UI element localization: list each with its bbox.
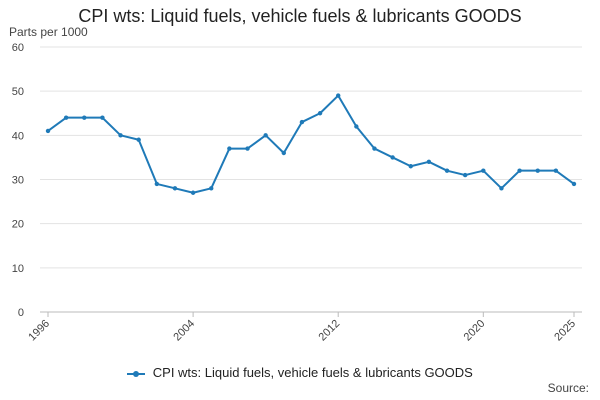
series-line xyxy=(47,94,575,194)
x-tick-label: 2020 xyxy=(462,318,488,344)
legend[interactable]: CPI wts: Liquid fuels, vehicle fuels & l… xyxy=(0,365,600,380)
data-point xyxy=(571,181,577,187)
y-tick-label: 60 xyxy=(12,42,24,54)
data-point xyxy=(372,146,377,151)
grid-lines xyxy=(40,46,582,269)
data-point xyxy=(63,115,69,120)
data-point xyxy=(172,186,178,191)
legend-series-label: CPI wts: Liquid fuels, vehicle fuels & l… xyxy=(152,365,473,380)
data-point xyxy=(408,164,413,169)
data-point xyxy=(245,146,250,151)
data-point xyxy=(118,133,123,138)
x-tick-label: 2025 xyxy=(552,318,578,344)
data-point xyxy=(299,119,305,125)
y-tick-label: 50 xyxy=(12,86,24,98)
data-point xyxy=(82,115,87,120)
data-point xyxy=(317,111,323,116)
data-point xyxy=(444,168,450,173)
data-point xyxy=(553,168,559,173)
series-layer xyxy=(45,93,577,195)
x-tick-label: 2004 xyxy=(171,318,197,344)
data-point xyxy=(136,137,141,142)
data-point xyxy=(154,181,160,187)
legend-line-marker-icon xyxy=(127,369,146,379)
data-point xyxy=(227,146,232,151)
chart-title: CPI wts: Liquid fuels, vehicle fuels & l… xyxy=(78,6,522,26)
data-point xyxy=(390,155,395,160)
data-point xyxy=(263,133,268,138)
data-point xyxy=(481,168,486,173)
data-point xyxy=(426,159,432,165)
data-point xyxy=(462,172,468,178)
source-label[interactable]: Source: xyxy=(547,381,589,395)
x-tick-label: 1996 xyxy=(26,318,52,344)
data-point xyxy=(209,186,214,191)
data-point xyxy=(354,124,359,129)
y-tick-label: 0 xyxy=(18,307,24,319)
x-tick-label: 2012 xyxy=(317,318,343,344)
y-tick-label: 30 xyxy=(12,175,24,187)
x-tick-labels: 1996 2004 2012 2020 2025 xyxy=(26,312,578,343)
y-tick-labels: 0 10 20 30 40 50 60 xyxy=(12,42,24,319)
data-point xyxy=(499,186,504,191)
y-tick-label: 40 xyxy=(12,130,24,142)
y-tick-label: 20 xyxy=(12,219,24,231)
y-axis-label: Parts per 1000 xyxy=(9,25,88,39)
data-point xyxy=(517,168,522,173)
data-point xyxy=(336,93,341,98)
y-tick-label: 10 xyxy=(12,263,24,275)
data-point xyxy=(281,150,286,156)
data-point xyxy=(45,128,51,134)
data-point xyxy=(190,190,196,195)
data-point xyxy=(100,115,105,120)
data-point xyxy=(535,168,540,173)
